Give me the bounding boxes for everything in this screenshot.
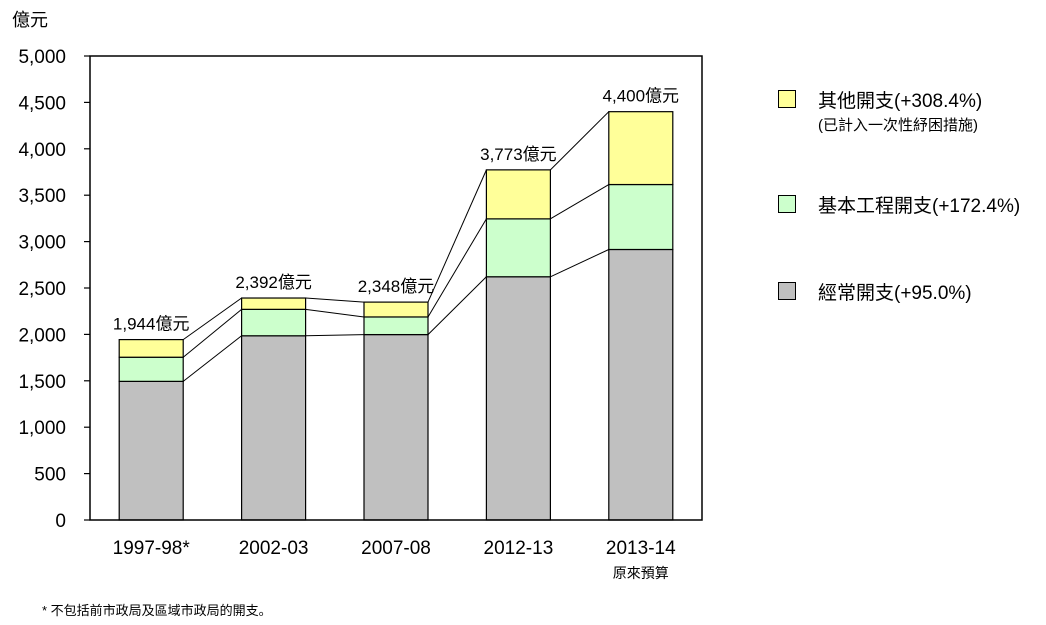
x-axis-labels: 1997-98* 2002-03 2007-08 2012-13 2013-14 原來預算	[113, 538, 676, 581]
x-tick-label: 2013-14	[606, 538, 676, 559]
bar-segment-recurrent	[485, 276, 551, 521]
y-axis-unit-label: 億元	[12, 10, 48, 30]
connector-line	[182, 308, 242, 358]
connector-lines	[182, 111, 610, 382]
bar-segment-other	[608, 111, 674, 186]
legend-swatch-recurrent	[778, 282, 796, 300]
total-labels: 1,944億元 2,392億元 2,348億元 3,773億元 4,400億元	[113, 87, 679, 334]
x-tick-label: 2002-03	[239, 538, 309, 559]
connector-line	[305, 297, 365, 303]
x-tick-label: 2007-08	[361, 538, 431, 559]
connector-line	[550, 249, 610, 278]
y-tick-label: 0	[55, 511, 66, 532]
x-tick-sublabel: 原來預算	[613, 565, 669, 581]
connector-line	[427, 169, 487, 303]
total-label: 1,944億元	[113, 315, 190, 334]
plot-area-frame	[89, 55, 703, 521]
connector-line	[550, 111, 610, 171]
bar-segment-other	[118, 338, 184, 358]
bars	[118, 111, 674, 521]
bar-segment-recurrent	[608, 248, 674, 521]
y-tick-label: 1,000	[18, 418, 66, 439]
bar-segment-recurrent	[118, 380, 184, 521]
legend-note-other: (已計入一次性紓困措施)	[818, 117, 978, 134]
y-tick-label: 2,000	[18, 325, 66, 346]
bar-segment-capital	[241, 308, 307, 337]
footnote: * 不包括前市政局及區域市政局的開支。	[42, 603, 272, 618]
y-tick-label: 3,000	[18, 233, 66, 254]
x-tick-label: 1997-98*	[113, 538, 191, 559]
bar-segment-capital	[608, 183, 674, 251]
bar-segment-other	[485, 169, 551, 220]
x-tick-label: 2012-13	[484, 538, 554, 559]
legend-label-capital: 基本工程開支(+172.4%)	[818, 196, 1021, 217]
connector-line	[427, 218, 487, 318]
connector-line	[550, 184, 610, 220]
y-tick-label: 3,500	[18, 186, 66, 207]
bar-segment-capital	[485, 218, 551, 278]
total-label: 3,773億元	[480, 145, 557, 164]
total-label: 2,348億元	[358, 277, 435, 296]
legend-label-recurrent: 經常開支(+95.0%)	[818, 283, 972, 304]
bar-segment-recurrent	[241, 335, 307, 521]
bar-segment-capital	[363, 316, 429, 336]
total-label: 2,392億元	[235, 273, 312, 292]
connector-line	[305, 334, 365, 337]
y-tick-label: 4,000	[18, 140, 66, 161]
y-axis-ticks: 0 500 1,000 1,500 2,000 2,500 3,000 3,500 4,000 4…	[18, 47, 90, 532]
total-label: 4,400億元	[603, 87, 680, 106]
bar-segment-other	[241, 297, 307, 310]
y-tick-label: 4,500	[18, 93, 66, 114]
connector-line	[427, 276, 487, 335]
legend-swatch-other	[778, 90, 796, 108]
connector-line	[182, 335, 242, 382]
bar-segment-other	[363, 301, 429, 318]
connector-line	[305, 308, 365, 318]
connector-line	[182, 297, 242, 341]
y-tick-label: 5,000	[18, 47, 66, 68]
y-tick-label: 500	[34, 465, 66, 486]
legend-label-other: 其他開支(+308.4%)	[818, 91, 983, 112]
legend-swatch-capital	[778, 195, 796, 213]
y-tick-label: 2,500	[18, 279, 66, 300]
bar-segment-capital	[118, 356, 184, 382]
y-tick-label: 1,500	[18, 372, 66, 393]
bar-segment-recurrent	[363, 333, 429, 521]
